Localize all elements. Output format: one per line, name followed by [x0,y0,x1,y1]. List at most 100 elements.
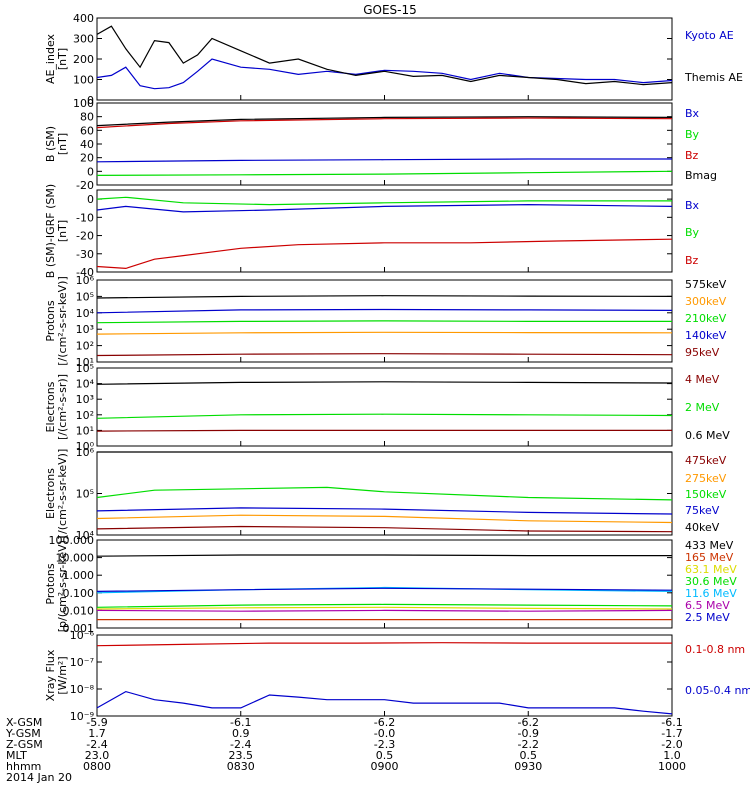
x-tick-label: 1000 [658,760,686,773]
series-line [96,238,673,270]
series-line [96,158,672,163]
legend-entry: 95keV [685,346,720,359]
legend-entry: Bx [685,107,700,120]
panel-frame [96,634,673,717]
legend-entry: By [685,226,700,239]
series-line [96,117,673,129]
x-tick-label: -1.7 [661,727,682,740]
x-tick-label: 0930 [514,760,542,773]
legend-entry: 140keV [685,329,727,342]
y-axis-label: [/(cm²-s-sr-keV)] [56,276,69,366]
y-tick-label: 10⁻⁷ [70,656,94,669]
date-label: 2014 Jan 20 [6,771,72,784]
series-line [96,603,673,608]
y-axis-label: AE_index [44,33,57,84]
legend-entry: Bz [685,149,699,162]
y-tick-label: 20 [80,152,94,165]
y-tick-label: 100 [73,97,94,110]
series-line [96,486,673,501]
legend-entry: 4 MeV [685,373,720,386]
x-tick-label: -2.0 [661,738,682,751]
panel-4: 10⁶ 10⁵ 10⁴ 10³ 10² 10¹ Protons [/(cm²-s-sr-keV… [44,274,727,369]
y-tick-label: 10⁵ [76,290,94,303]
x-row-label: Y-GSM [5,727,41,740]
series-line [96,203,673,213]
panel-7: 100.000 10.000 1.000 0.100 0.010 0.001 Protons… [44,534,737,635]
x-tick-label: -0.9 [518,727,539,740]
legend-entry: 165 MeV [685,551,734,564]
series-line [96,413,673,419]
y-tick-label: 10⁵ [76,362,94,375]
x-row-label: MLT [6,749,27,762]
y-axis-label: Protons [44,300,57,341]
x-tick-label: -6.1 [661,716,682,729]
y-tick-label: 10⁰ [76,440,95,453]
legend-entry: 0.05-0.4 nm [685,684,750,697]
series-line [96,353,673,357]
y-axis-label: [nT] [56,220,69,242]
x-row-label: Z-GSM [6,738,43,751]
y-tick-label: 10⁴ [76,307,95,320]
y-axis-label: Electrons [44,381,57,432]
x-tick-label: 0.5 [520,749,538,762]
legend-entry: 75keV [685,504,720,517]
series-line [96,196,672,206]
y-tick-label: 10⁻⁶ [70,629,95,642]
panel-frame [96,17,673,101]
x-tick-label: -2.4 [86,738,107,751]
y-tick-label: 40 [80,138,94,151]
y-tick-label: 0.001 [63,622,95,635]
panel-5: 10⁵ 10⁴ 10³ 10² 10¹ 10⁰ Electrons [/(cm²-s-sr)]… [44,362,730,453]
y-tick-label: 0.010 [63,604,95,617]
y-tick-label: 10¹ [76,356,94,369]
y-tick-label: -20 [76,230,94,243]
legend-entry: 575keV [685,278,727,291]
y-tick-label: 0 [87,94,94,107]
series-line [96,170,673,176]
legend-entry: 63.1 MeV [685,563,737,576]
panel-frame [96,367,673,447]
x-tick-label: -6.1 [230,716,251,729]
legend-entry: 0.6 MeV [685,429,730,442]
legend-entry: Bmag [685,169,717,182]
legend-entry: 150keV [685,488,727,501]
legend-entry: 475keV [685,454,727,467]
legend-entry: Bz [685,254,699,267]
y-tick-label: 10² [76,340,94,353]
y-axis-label: Protons [44,563,57,604]
y-tick-label: -40 [76,266,94,279]
x-tick-label: 0.9 [232,727,250,740]
series-line [96,308,673,314]
y-tick-label: 0 [87,193,94,206]
legend-entry: 2 MeV [685,401,720,414]
x-axis-table: X-GSM -5.9 -6.1 -6.2 -6.2 -6.1 Y-GSM 1.7 0.9 -0.0… [5,716,686,784]
y-tick-label: 100.000 [49,534,95,547]
y-tick-label: 10³ [76,393,94,406]
x-tick-label: 23.5 [229,749,254,762]
y-tick-label: 10⁴ [76,529,95,542]
y-tick-label: -20 [76,179,94,192]
series-line [96,525,673,533]
x-tick-label: -6.2 [374,716,395,729]
legend-entry: By [685,128,700,141]
x-tick-label: -5.9 [86,716,107,729]
series-line [96,116,673,127]
x-tick-label: -0.0 [374,727,395,740]
y-tick-label: 10³ [76,323,94,336]
x-tick-label: 23.0 [85,749,110,762]
legend-entry: 433 MeV [685,539,734,552]
panel-6: 10⁶ 10⁵ 10⁴ Electrons [/(cm²-s-sr-keV)] 475ke… [44,446,727,542]
series-line [96,554,672,557]
y-tick-label: 80 [80,111,94,124]
y-axis-label: [W/m²] [56,656,69,694]
legend-entry: Kyoto AE [685,29,734,42]
y-axis-label: B (SM)-IGRF (SM) [44,184,57,278]
y-tick-label: 10² [76,409,94,422]
y-tick-label: 10⁵ [76,488,94,501]
y-axis-label: [nT] [56,133,69,155]
series-line [96,642,672,647]
y-axis-label: Electrons [44,468,57,519]
series-line [96,25,673,86]
